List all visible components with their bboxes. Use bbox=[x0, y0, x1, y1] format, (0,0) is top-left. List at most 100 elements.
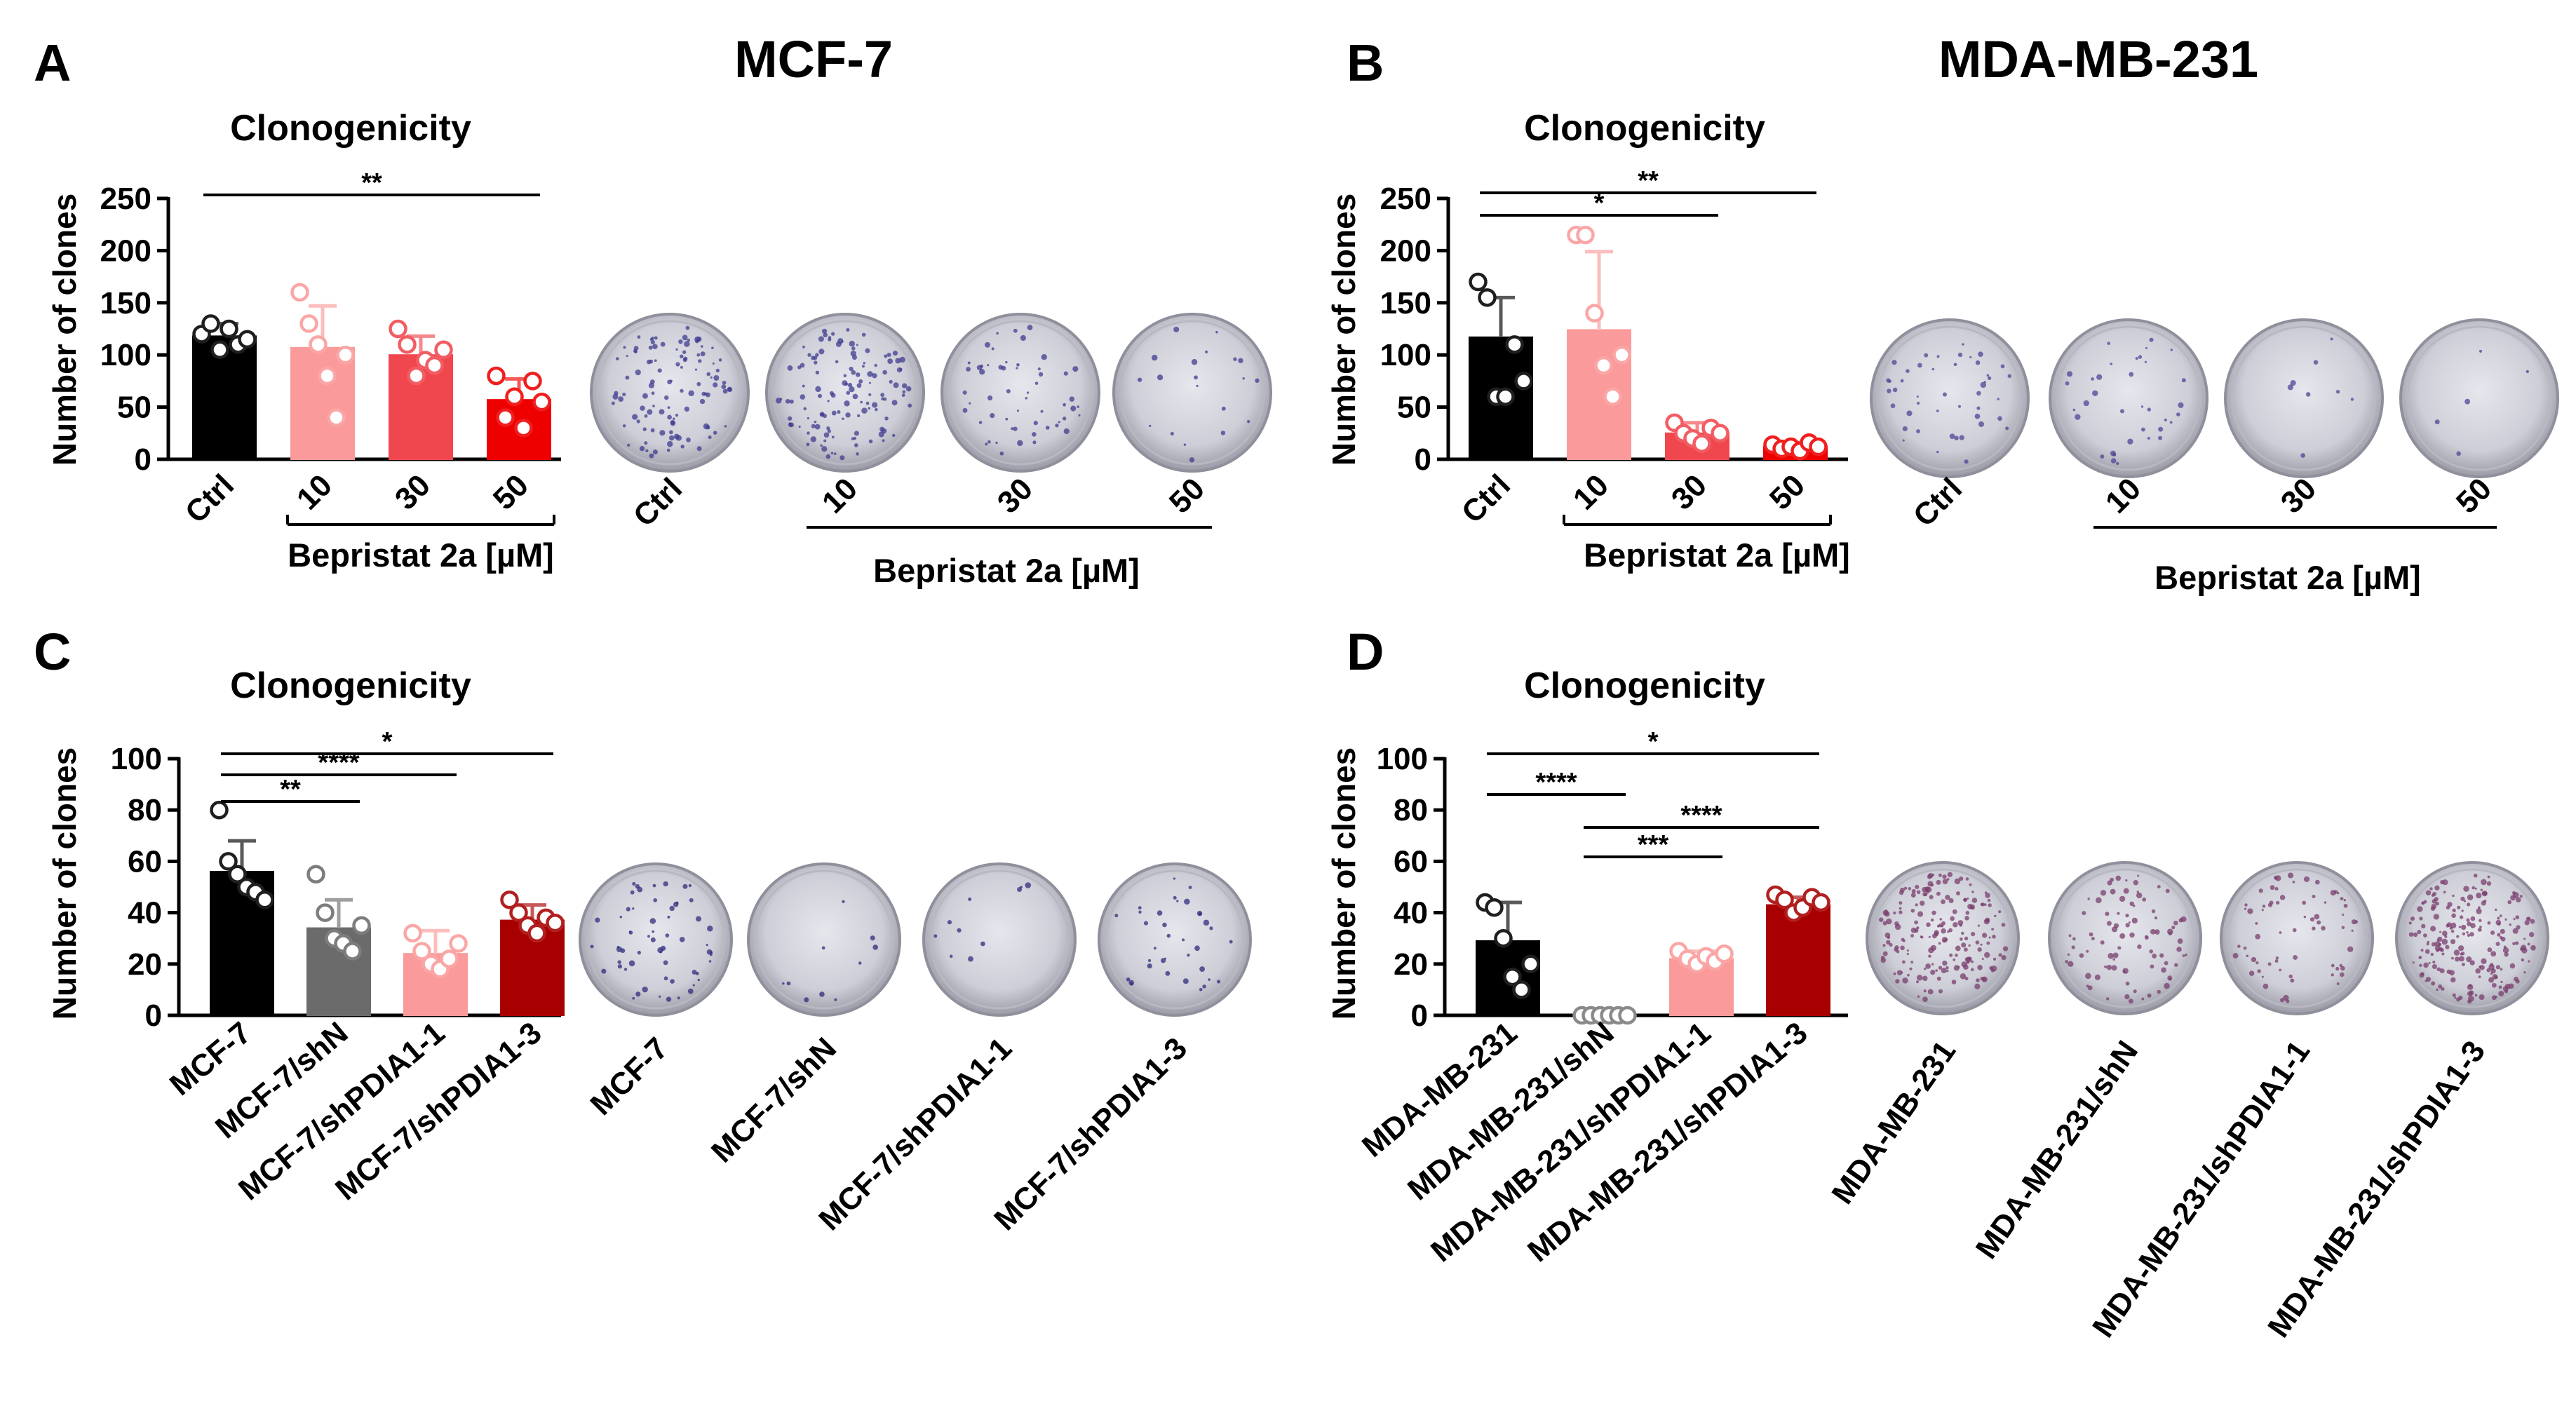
dish-b-colony bbox=[1976, 391, 1981, 396]
dish-d-colony bbox=[2244, 907, 2247, 910]
dish-b-colony bbox=[1888, 379, 1891, 384]
dish-c-colony bbox=[786, 981, 791, 986]
dish-d-colony bbox=[1930, 969, 1936, 975]
dish-a-colony bbox=[1034, 381, 1039, 385]
dish-d-colony bbox=[2488, 963, 2495, 970]
dish-b-colony bbox=[1980, 381, 1987, 388]
dish-c-colony bbox=[1173, 895, 1177, 900]
dish-d-colony bbox=[2128, 999, 2133, 1004]
dish-d-colony bbox=[2167, 928, 2173, 935]
dish-a-colony bbox=[1170, 431, 1174, 436]
dish-d-colony bbox=[2423, 933, 2427, 937]
dish-d-colony bbox=[2314, 914, 2320, 920]
dish-c-colony bbox=[709, 953, 713, 956]
dish-c-petri-dish bbox=[1098, 862, 1252, 1017]
chart-a-data-point bbox=[523, 372, 542, 391]
dish-d-colony bbox=[2500, 968, 2503, 971]
dish-d-colony bbox=[2287, 872, 2294, 879]
dish-a-colony bbox=[880, 393, 885, 398]
dish-d-colony bbox=[1953, 958, 1956, 961]
dish-d-colony bbox=[2480, 888, 2483, 891]
dish-d-colony bbox=[2309, 917, 2315, 922]
dish-d-colony bbox=[2456, 935, 2460, 938]
dish-b-colony bbox=[2110, 458, 2117, 463]
dish-c-colony bbox=[679, 937, 685, 942]
dish-a-colony bbox=[1013, 328, 1018, 333]
chart-d-significance-label: **** bbox=[1535, 768, 1577, 797]
dish-a-colony bbox=[1233, 357, 1237, 361]
dish-b-colony bbox=[2300, 453, 2305, 458]
dish-a-colony bbox=[1062, 417, 1067, 421]
dish-d-colony bbox=[2431, 981, 2436, 986]
dish-b-colony bbox=[1916, 401, 1920, 405]
dish-d-colony bbox=[2466, 918, 2470, 922]
dish-d-colony bbox=[2419, 973, 2425, 978]
dish-a-colony bbox=[650, 428, 655, 433]
dish-c-colony bbox=[624, 968, 628, 971]
dish-a-colony bbox=[902, 390, 906, 394]
dish-b-dish-label: 30 bbox=[2274, 471, 2323, 520]
dish-a-colony bbox=[886, 352, 891, 358]
dish-a-colony bbox=[830, 332, 835, 336]
dish-d-colony bbox=[2469, 960, 2475, 966]
dish-d-colony bbox=[2451, 913, 2456, 919]
dish-d-colony bbox=[2458, 956, 2464, 962]
dish-d-colony bbox=[2154, 929, 2160, 935]
dish-d-colony bbox=[2117, 946, 2122, 950]
dish-a-colony bbox=[800, 363, 805, 368]
dish-d-colony bbox=[1920, 935, 1923, 938]
dish-a-colony bbox=[623, 346, 626, 349]
dish-a-colony bbox=[648, 345, 653, 350]
dish-a-colony bbox=[1026, 391, 1030, 394]
dish-b-colony bbox=[2110, 363, 2113, 365]
dish-d-colony bbox=[1967, 898, 1969, 900]
dish-a-colony bbox=[999, 451, 1004, 456]
dish-b-colony bbox=[2107, 341, 2110, 345]
dish-d-colony bbox=[2476, 892, 2482, 899]
dish-a-colony bbox=[844, 400, 850, 407]
dish-d-colony bbox=[2339, 963, 2342, 968]
dish-d-colony bbox=[1955, 953, 1958, 957]
dish-d-colony bbox=[2462, 932, 2466, 936]
dish-d-colony bbox=[2117, 912, 2120, 915]
dish-d-colony bbox=[1938, 989, 1943, 994]
dish-d-colony bbox=[2354, 920, 2359, 924]
chart-a-data-point bbox=[505, 387, 524, 406]
dish-a-colony bbox=[825, 454, 831, 459]
dish-d-colony bbox=[1947, 872, 1953, 877]
dish-c-colony bbox=[688, 884, 692, 888]
dish-d-colony bbox=[2335, 966, 2340, 971]
dish-d-colony bbox=[2435, 901, 2439, 906]
dish-d-colony bbox=[2279, 895, 2286, 900]
dish-d-colony bbox=[2412, 961, 2415, 964]
dish-d-colony bbox=[1985, 893, 1990, 898]
chart-a-data-point bbox=[327, 408, 346, 427]
dish-d-colony bbox=[2288, 974, 2293, 979]
dish-a-colony bbox=[837, 410, 841, 414]
dish-d-colony bbox=[2463, 886, 2469, 892]
dish-a-colony bbox=[807, 431, 810, 435]
chart-d-significance-label: **** bbox=[1680, 801, 1722, 830]
dish-d-colony bbox=[2445, 945, 2450, 949]
dish-b-colony bbox=[2000, 364, 2005, 369]
dish-d-colony bbox=[2275, 875, 2281, 881]
dish-a-colony bbox=[1013, 426, 1018, 431]
dish-a-colony bbox=[700, 345, 703, 348]
y-axis-label-a: Number of clones bbox=[46, 194, 83, 466]
dish-a-colony bbox=[688, 390, 694, 397]
y-axis-label-c: Number of clones bbox=[46, 747, 83, 1020]
dish-a-colony bbox=[645, 449, 649, 453]
dish-a-colony bbox=[788, 416, 793, 421]
dish-c-colony bbox=[1182, 938, 1185, 942]
dish-d-colony bbox=[2474, 887, 2477, 890]
dish-d-colony bbox=[1953, 922, 1958, 928]
dish-d-colony bbox=[2519, 895, 2523, 898]
dish-a-colony bbox=[650, 339, 655, 345]
dish-a-colony bbox=[962, 407, 968, 413]
dish-a-colony bbox=[823, 414, 828, 419]
dish-a-colony bbox=[813, 356, 818, 360]
dish-d-colony bbox=[1910, 961, 1914, 964]
dish-c-colony bbox=[819, 991, 825, 997]
dish-d-colony bbox=[2432, 892, 2437, 896]
